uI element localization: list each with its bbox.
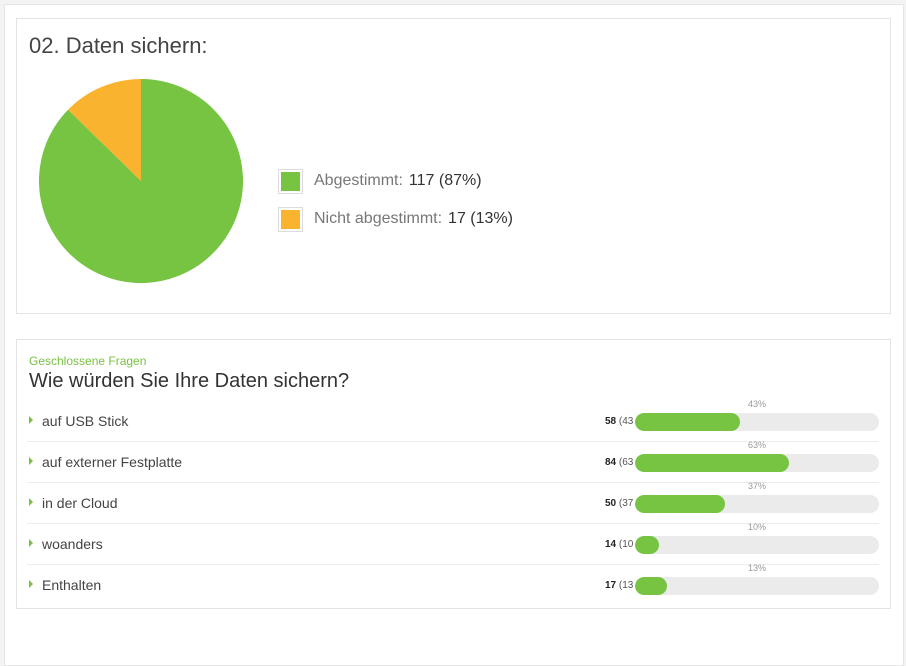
answer-row-cloud[interactable]: in der Cloud 50 (37 37%: [27, 481, 879, 524]
answer-label: auf USB Stick: [42, 413, 129, 429]
bar-percent-label: 13%: [747, 563, 766, 573]
answer-list: auf USB Stick 58 (43 43% auf externer Fe…: [27, 399, 879, 605]
caret-right-icon[interactable]: [29, 457, 33, 465]
answer-row-woanders[interactable]: woanders 14 (10 10%: [27, 522, 879, 565]
progress-fill: [635, 577, 667, 595]
answer-row-enthalten[interactable]: Enthalten 17 (13 13%: [27, 563, 879, 605]
count-percent: (13: [618, 580, 634, 591]
answer-count: 58 (43: [605, 416, 645, 427]
caret-right-icon[interactable]: [29, 580, 33, 588]
legend-label: Nicht abgestimmt:: [314, 210, 443, 227]
progress-fill: [635, 413, 740, 431]
answer-label: auf externer Festplatte: [42, 454, 183, 470]
answer-label: Enthalten: [42, 577, 102, 593]
progress-track: [635, 577, 879, 595]
bar-percent-label: 10%: [747, 522, 766, 532]
count-percent: (37: [618, 498, 634, 509]
legend-value: 17 (13%): [448, 210, 513, 227]
progress-track: [635, 495, 879, 513]
progress-fill: [635, 495, 726, 513]
question-title: Wie würden Sie Ihre Daten sichern?: [29, 370, 350, 392]
caret-right-icon[interactable]: [29, 539, 33, 547]
section-title: 02. Daten sichern:: [29, 33, 208, 58]
count-value: 50: [605, 498, 617, 509]
progress-track: [635, 454, 879, 472]
count-value: 17: [605, 580, 617, 591]
answer-count: 84 (63: [605, 457, 645, 468]
count-value: 84: [605, 457, 617, 468]
legend-swatch-green: [278, 168, 303, 194]
answer-label: in der Cloud: [42, 495, 118, 511]
answer-label: woanders: [42, 536, 103, 552]
chart-legend: Abgestimmt: 117 (87%) Nicht abgestimmt: …: [278, 162, 513, 238]
results-card-daten-sichern: 02. Daten sichern: Abgestimmt: 117 (87%)…: [16, 18, 891, 314]
count-value: 58: [605, 416, 617, 427]
answer-row-usb-stick[interactable]: auf USB Stick 58 (43 43%: [27, 399, 879, 442]
bar-percent-label: 43%: [747, 399, 766, 409]
legend-value: 117 (87%): [408, 172, 482, 189]
question-type-label: Geschlossene Fragen: [29, 354, 147, 368]
count-percent: (63: [618, 457, 634, 468]
pie-chart: [39, 79, 243, 283]
answer-count: 14 (10: [605, 539, 645, 550]
legend-item-abgestimmt: Abgestimmt: 117 (87%): [278, 162, 513, 200]
legend-item-nicht-abgestimmt: Nicht abgestimmt: 17 (13%): [278, 200, 513, 238]
progress-fill: [635, 536, 660, 554]
results-card-closed-question: Geschlossene Fragen Wie würden Sie Ihre …: [16, 339, 891, 609]
answer-count: 17 (13: [605, 580, 645, 591]
legend-label: Abgestimmt:: [314, 172, 403, 189]
answer-row-externe-festplatte[interactable]: auf externer Festplatte 84 (63 63%: [27, 440, 879, 483]
count-percent: (10: [618, 539, 634, 550]
progress-fill: [635, 454, 789, 472]
progress-track: [635, 413, 879, 431]
answer-count: 50 (37: [605, 498, 645, 509]
count-value: 14: [605, 539, 617, 550]
caret-right-icon[interactable]: [29, 498, 33, 506]
progress-track: [635, 536, 879, 554]
count-percent: (43: [618, 416, 634, 427]
pie-slice-nicht-abgestimmt: [68, 79, 141, 181]
caret-right-icon[interactable]: [29, 416, 33, 424]
legend-swatch-orange: [278, 206, 303, 232]
bar-percent-label: 37%: [747, 481, 766, 491]
bar-percent-label: 63%: [747, 440, 766, 450]
